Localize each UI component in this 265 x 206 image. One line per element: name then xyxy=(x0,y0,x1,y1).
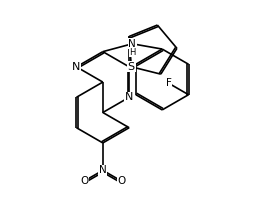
Text: F: F xyxy=(166,78,172,88)
Text: N: N xyxy=(72,62,81,72)
Text: N: N xyxy=(125,92,133,102)
Text: O: O xyxy=(80,176,89,186)
Text: N: N xyxy=(128,39,136,49)
Text: S: S xyxy=(128,62,135,72)
Text: N: N xyxy=(99,165,107,175)
Text: O: O xyxy=(117,176,125,186)
Text: H: H xyxy=(129,48,135,57)
